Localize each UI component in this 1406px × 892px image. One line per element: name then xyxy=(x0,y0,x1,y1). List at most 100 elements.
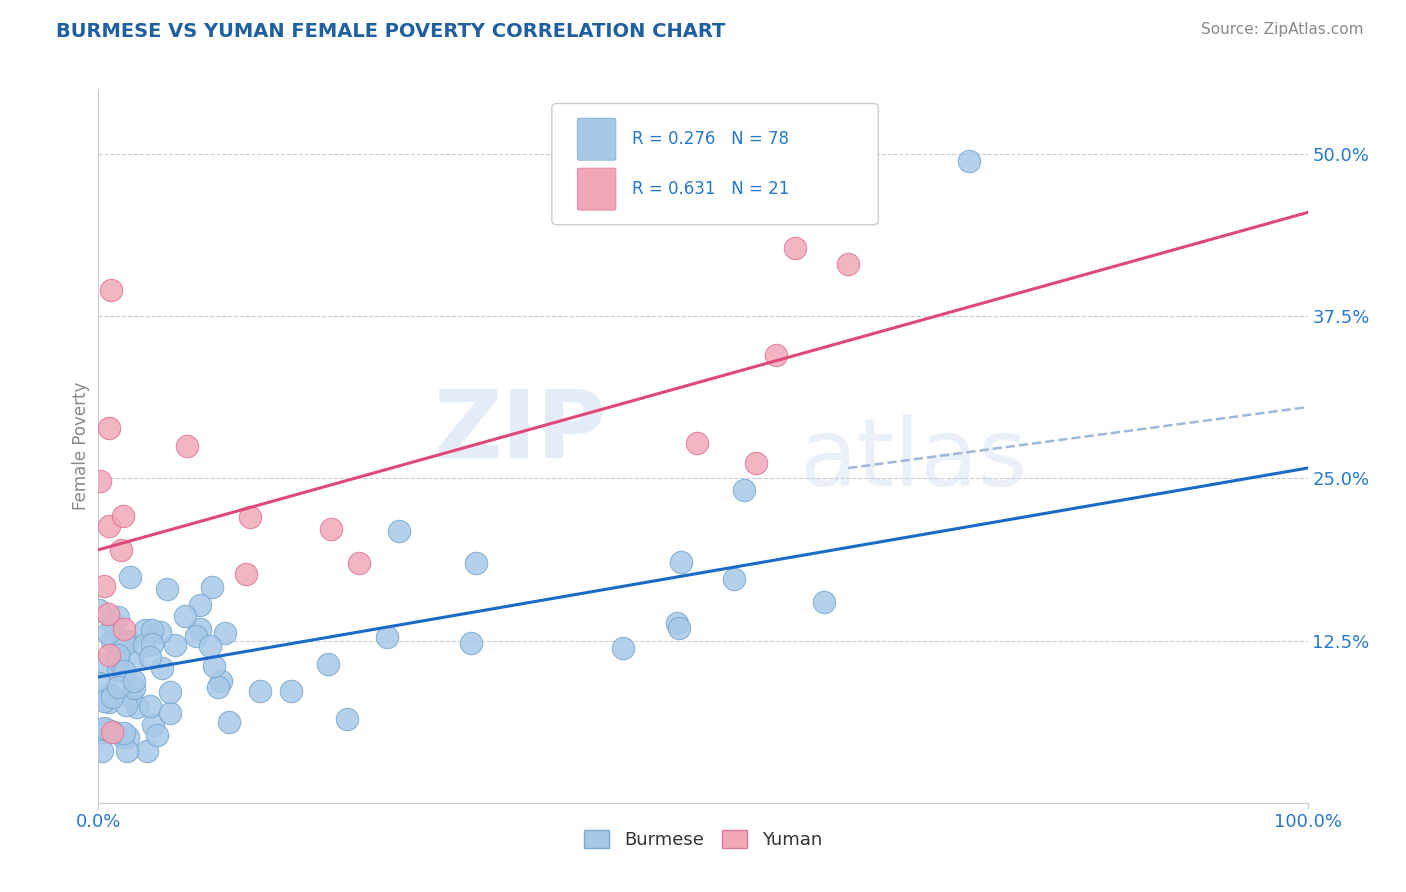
Point xyxy=(118,570,141,584)
Point xyxy=(159,685,181,699)
Point xyxy=(686,436,709,450)
Point xyxy=(207,680,229,694)
Point xyxy=(783,241,806,255)
Point xyxy=(141,624,163,638)
Point xyxy=(152,661,174,675)
Point xyxy=(813,595,835,609)
Point xyxy=(90,744,112,758)
Point xyxy=(375,630,398,644)
Point xyxy=(733,483,755,497)
Point xyxy=(765,348,787,362)
Point xyxy=(139,650,162,665)
Point xyxy=(209,674,232,689)
Point xyxy=(90,725,112,739)
Point xyxy=(110,542,132,557)
Text: R = 0.276   N = 78: R = 0.276 N = 78 xyxy=(631,130,789,148)
Point xyxy=(112,664,135,678)
Point xyxy=(98,648,121,662)
Point xyxy=(112,634,135,648)
Point xyxy=(666,616,689,631)
Point xyxy=(124,681,146,695)
Text: BURMESE VS YUMAN FEMALE POVERTY CORRELATION CHART: BURMESE VS YUMAN FEMALE POVERTY CORRELAT… xyxy=(56,22,725,41)
Point xyxy=(117,634,139,648)
Point xyxy=(89,675,111,690)
Point xyxy=(280,684,302,698)
Point xyxy=(100,634,122,648)
Text: ZIP: ZIP xyxy=(433,385,606,478)
Point xyxy=(668,621,690,635)
Point xyxy=(141,637,163,651)
Point xyxy=(202,659,225,673)
Point xyxy=(176,439,198,453)
Point xyxy=(127,699,149,714)
Point xyxy=(112,623,135,637)
Point xyxy=(107,648,129,663)
Y-axis label: Female Poverty: Female Poverty xyxy=(72,382,90,510)
Point xyxy=(101,724,124,739)
Point xyxy=(336,712,359,726)
Point xyxy=(114,637,136,651)
Point xyxy=(316,657,339,671)
Point xyxy=(97,687,120,701)
Point xyxy=(97,625,120,640)
Legend: Burmese, Yuman: Burmese, Yuman xyxy=(575,821,831,858)
Point xyxy=(93,722,115,736)
FancyBboxPatch shape xyxy=(551,103,879,225)
Point xyxy=(349,556,371,570)
Point xyxy=(159,706,181,720)
Point xyxy=(201,580,224,594)
Point xyxy=(107,609,129,624)
Point xyxy=(93,694,115,708)
Point xyxy=(98,421,121,435)
Point xyxy=(156,582,179,597)
Point xyxy=(388,524,411,538)
Point xyxy=(184,629,207,643)
Point xyxy=(93,579,115,593)
Point xyxy=(87,603,110,617)
Point xyxy=(132,639,155,653)
Point xyxy=(111,509,134,524)
Point xyxy=(90,657,112,671)
Point xyxy=(319,522,342,536)
Point xyxy=(98,695,121,709)
Point xyxy=(837,257,859,271)
Point xyxy=(115,698,138,713)
Point xyxy=(97,723,120,737)
Point xyxy=(745,456,768,470)
Point xyxy=(100,283,122,297)
Point xyxy=(120,690,142,704)
Point xyxy=(198,639,221,653)
Point xyxy=(107,648,129,662)
Point xyxy=(111,730,134,744)
Point xyxy=(669,555,692,569)
Point xyxy=(612,641,634,656)
Point xyxy=(112,725,135,739)
Text: atlas: atlas xyxy=(800,414,1028,507)
Point xyxy=(146,728,169,742)
Point xyxy=(723,572,745,586)
Point xyxy=(174,609,197,624)
Point xyxy=(122,674,145,689)
Point xyxy=(249,684,271,698)
Point xyxy=(105,653,128,667)
Point xyxy=(139,699,162,714)
FancyBboxPatch shape xyxy=(578,168,616,211)
Point xyxy=(214,625,236,640)
Point xyxy=(135,744,157,758)
Point xyxy=(97,607,120,621)
FancyBboxPatch shape xyxy=(578,118,616,161)
Point xyxy=(101,690,124,705)
Point xyxy=(115,744,138,758)
Point xyxy=(165,638,187,652)
Point xyxy=(142,717,165,731)
Point xyxy=(235,566,257,581)
Point xyxy=(188,623,211,637)
Point xyxy=(107,680,129,694)
Point xyxy=(98,519,121,533)
Point xyxy=(149,624,172,639)
Point xyxy=(460,636,482,650)
Point xyxy=(121,654,143,668)
Point xyxy=(218,714,240,729)
Point xyxy=(103,725,125,739)
Point xyxy=(465,556,488,570)
